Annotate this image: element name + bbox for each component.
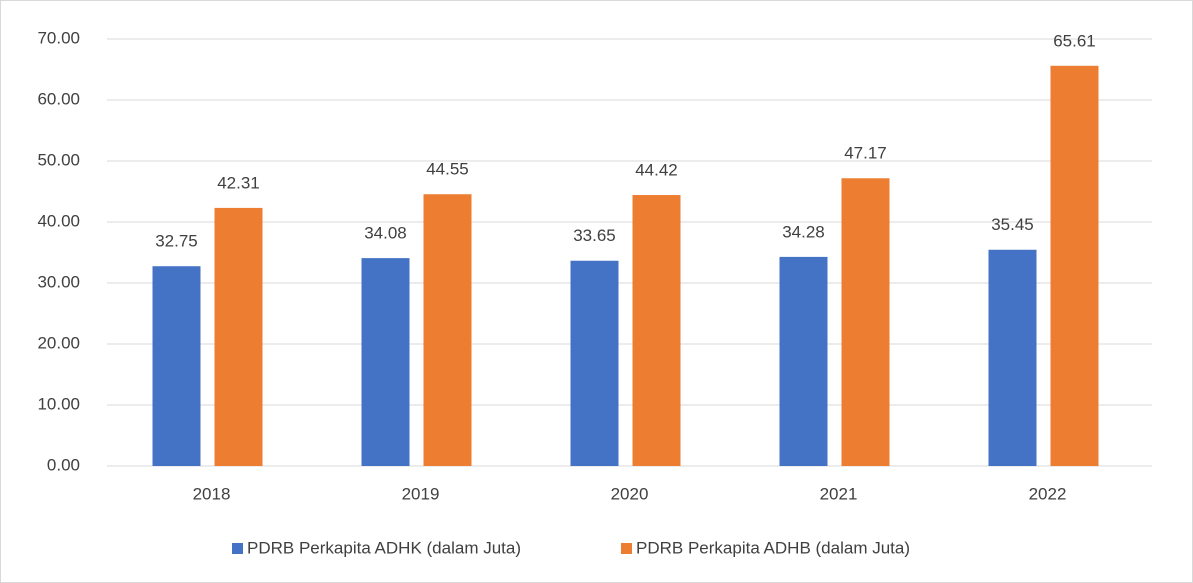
- x-tick-label: 2022: [1029, 484, 1067, 503]
- data-label: 35.45: [991, 215, 1034, 234]
- y-tick-label: 20.00: [37, 333, 80, 352]
- legend-swatch: [232, 543, 243, 554]
- bar: [841, 178, 890, 466]
- data-label: 44.42: [635, 161, 678, 180]
- data-label: 34.28: [782, 222, 825, 241]
- y-tick-label: 50.00: [37, 150, 80, 169]
- bar: [1050, 65, 1099, 467]
- bar: [779, 256, 828, 466]
- y-tick-label: 40.00: [37, 211, 80, 230]
- legend-label: PDRB Perkapita ADHK (dalam Juta): [247, 538, 521, 557]
- bar: [632, 195, 681, 466]
- bar: [361, 258, 410, 466]
- y-tick-label: 30.00: [37, 272, 80, 291]
- legend-swatch: [621, 543, 632, 554]
- data-label: 34.08: [364, 224, 407, 243]
- x-tick-label: 2020: [611, 484, 649, 503]
- bar: [423, 194, 472, 466]
- bar: [214, 207, 263, 466]
- y-tick-label: 10.00: [37, 394, 80, 413]
- y-tick-label: 70.00: [37, 28, 80, 47]
- legend-label: PDRB Perkapita ADHB (dalam Juta): [636, 538, 910, 557]
- bar: [152, 266, 201, 466]
- data-label: 47.17: [844, 144, 887, 163]
- data-label: 42.31: [217, 173, 260, 192]
- y-tick-label: 0.00: [47, 455, 80, 474]
- bar: [988, 249, 1037, 466]
- x-tick-label: 2021: [820, 484, 858, 503]
- data-label: 65.61: [1053, 31, 1096, 50]
- bar: [570, 260, 619, 466]
- data-label: 33.65: [573, 226, 616, 245]
- data-label: 32.75: [155, 232, 198, 251]
- data-label: 44.55: [426, 160, 469, 179]
- y-tick-label: 60.00: [37, 89, 80, 108]
- x-tick-label: 2019: [402, 484, 440, 503]
- x-tick-label: 2018: [193, 484, 231, 503]
